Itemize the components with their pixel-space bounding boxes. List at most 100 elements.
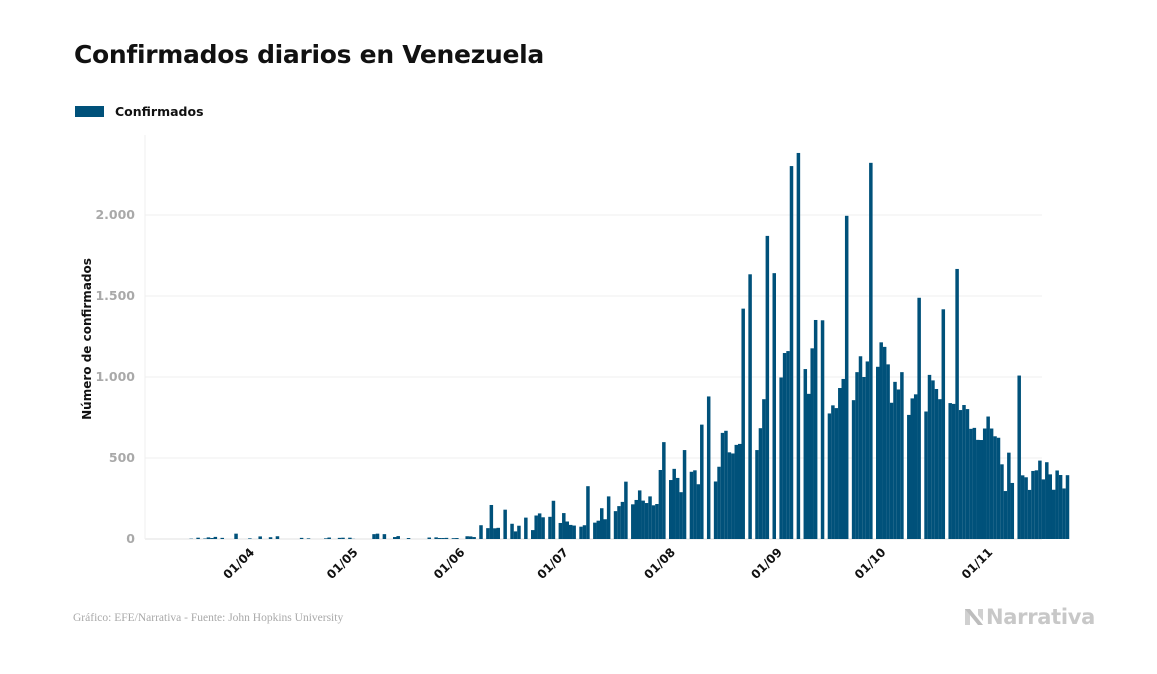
legend-swatch — [75, 106, 104, 117]
bar — [896, 389, 901, 539]
bar — [631, 504, 635, 539]
bar — [1007, 452, 1011, 539]
bar — [758, 428, 763, 539]
bar — [917, 297, 921, 539]
bar — [234, 533, 238, 539]
bar — [324, 538, 328, 539]
bar — [682, 450, 687, 539]
bar — [1027, 489, 1032, 539]
bar — [486, 528, 490, 539]
bar — [1020, 475, 1025, 539]
bar — [996, 437, 1001, 539]
x-tick-label: 01/09 — [748, 545, 785, 582]
x-tick-label: 01/10 — [852, 545, 889, 582]
bar — [248, 538, 252, 539]
bar — [696, 484, 701, 539]
bar — [962, 405, 966, 539]
bar — [220, 537, 224, 539]
bar — [444, 537, 449, 539]
bar — [765, 235, 770, 539]
bars — [189, 152, 1070, 540]
narrativa-logo: Narrativa — [964, 605, 1095, 629]
bar — [803, 369, 808, 539]
bar — [382, 534, 387, 539]
bar — [810, 348, 814, 539]
bar — [479, 525, 483, 539]
y-tick-label: 1.500 — [95, 288, 135, 303]
bar — [955, 268, 959, 539]
bar — [838, 388, 842, 539]
bar — [396, 536, 400, 539]
bar — [658, 469, 663, 539]
bar — [596, 520, 601, 539]
bar — [841, 378, 845, 539]
bar — [1017, 375, 1021, 539]
bar — [779, 377, 783, 539]
bar — [965, 409, 970, 539]
bar — [562, 513, 566, 539]
bar — [393, 537, 397, 539]
narrativa-logo-icon — [965, 609, 983, 625]
bar — [882, 346, 887, 539]
bar — [606, 496, 611, 539]
bar — [551, 500, 556, 539]
bar — [741, 308, 745, 539]
x-tick-label: 01/11 — [959, 545, 996, 582]
bar — [1024, 477, 1028, 539]
bar — [434, 537, 438, 539]
bar — [541, 517, 545, 539]
bar — [510, 523, 514, 539]
bar — [772, 273, 776, 539]
bar — [1045, 462, 1049, 539]
bar — [1051, 489, 1056, 539]
bar — [910, 398, 914, 539]
bar — [672, 468, 676, 539]
bar — [468, 536, 473, 539]
bar — [275, 536, 280, 539]
y-tick-label: 2.000 — [95, 207, 135, 222]
bar — [886, 364, 890, 539]
bar — [693, 470, 697, 539]
bar — [637, 490, 642, 539]
bar — [472, 537, 476, 539]
bar — [441, 538, 445, 539]
y-axis-label: Número de confirmados — [80, 258, 94, 420]
bar — [651, 505, 656, 539]
bar — [958, 410, 963, 539]
bar — [1062, 488, 1066, 539]
bar — [299, 537, 304, 539]
bar — [948, 403, 952, 539]
bar — [717, 466, 721, 539]
bar — [437, 538, 442, 539]
bar — [993, 436, 997, 539]
bar — [893, 381, 897, 539]
x-tick-label: 01/08 — [641, 545, 678, 582]
x-tick-label: 01/04 — [221, 545, 258, 582]
bar — [989, 428, 994, 539]
bar — [876, 366, 880, 539]
bar — [1065, 475, 1070, 539]
bar — [727, 452, 732, 539]
y-tick-label: 1.000 — [95, 369, 135, 384]
bar — [1031, 470, 1035, 539]
bar — [579, 526, 583, 539]
bar — [206, 537, 211, 539]
bar — [624, 481, 628, 539]
bar — [938, 399, 942, 539]
x-tick-label: 01/05 — [324, 545, 361, 582]
bar — [755, 450, 759, 539]
bar — [675, 477, 680, 539]
bar — [807, 393, 811, 539]
bar — [786, 351, 790, 539]
bar — [603, 519, 607, 539]
x-axis-ticks: 01/04 01/05 01/06 01/07 01/08 01/09 01/10 01/11 — [221, 545, 996, 582]
bar — [568, 524, 573, 539]
bar — [644, 503, 649, 539]
bar — [720, 432, 725, 539]
bar — [713, 481, 718, 539]
bar — [679, 492, 683, 539]
bar — [879, 342, 883, 539]
bar — [855, 372, 859, 539]
bar — [972, 427, 977, 539]
